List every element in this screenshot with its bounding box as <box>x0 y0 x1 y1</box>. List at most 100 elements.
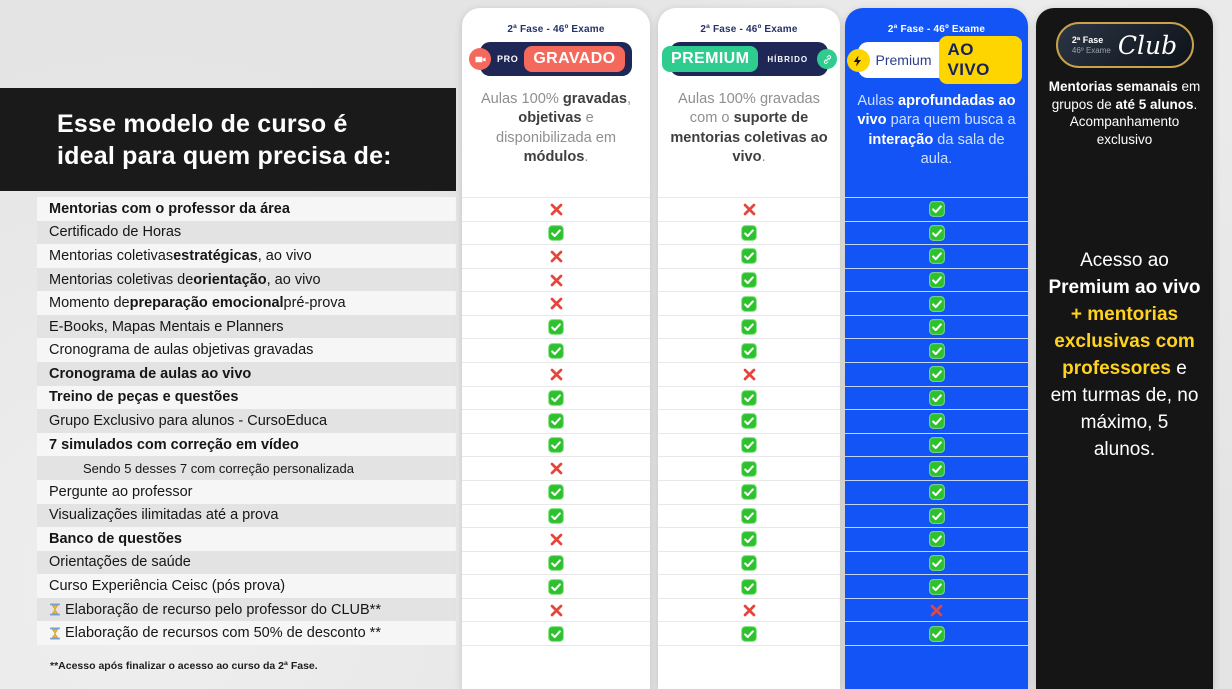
premium-title: PREMIUM <box>662 46 759 72</box>
check-mark-cell <box>845 505 1028 529</box>
check-icon <box>548 507 564 524</box>
check-icon <box>741 578 757 595</box>
gravado-pill: PRO GRAVADO <box>469 42 632 76</box>
check-icon <box>548 625 564 642</box>
cross-mark-cell <box>462 363 650 387</box>
club-script-title: Club <box>1117 30 1178 60</box>
camera-icon <box>469 48 491 70</box>
cross-icon <box>550 604 562 616</box>
footnote: **Acesso após finalizar o acesso ao curs… <box>50 660 318 672</box>
check-icon <box>928 225 945 241</box>
feature-row-label: Cronograma de aulas ao vivo <box>37 362 456 386</box>
check-icon <box>548 484 564 501</box>
check-icon <box>548 319 564 336</box>
check-mark-cell <box>845 622 1028 646</box>
check-icon <box>928 295 945 312</box>
check-icon <box>741 555 757 571</box>
check-icon <box>741 295 757 312</box>
check-mark-cell <box>658 457 840 481</box>
check-mark-cell <box>845 363 1028 387</box>
lightning-icon <box>846 49 870 72</box>
club-benefits-text: Acesso ao Premium ao vivo + mentorias ex… <box>1048 250 1201 460</box>
hourglass-icon <box>49 603 61 616</box>
check-mark-cell <box>658 552 840 576</box>
feature-labels: Mentorias com o professor da área Certifi… <box>37 197 456 645</box>
check-mark-cell <box>462 387 650 411</box>
check-mark-cell <box>658 505 840 529</box>
feature-row-label: Curso Experiência Ceisc (pós prova) <box>37 574 456 598</box>
premium-pill: PREMIUM HÍBRIDO <box>662 42 837 76</box>
check-icon <box>928 319 945 336</box>
check-icon <box>928 460 945 477</box>
check-icon <box>741 390 757 406</box>
check-mark-cell <box>845 575 1028 599</box>
feature-row-label: Pergunte ao professor <box>37 479 456 504</box>
check-mark-cell <box>658 622 840 646</box>
check-icon <box>928 507 945 524</box>
plan-card-premium-ao-vivo: 2ª Fase - 46º Exame Premium AO VIVO Aula… <box>845 8 1028 689</box>
plan-description: Aulas aprofundadas ao vivo para quem bus… <box>857 93 1016 167</box>
check-icon <box>928 390 945 406</box>
check-mark-cell <box>845 339 1028 364</box>
feature-row-label: Mentorias coletivas estratégicas, ao viv… <box>37 244 456 268</box>
check-mark-cell <box>462 552 650 576</box>
club-logo: 2ª Fase 46º Exame Club <box>1055 22 1194 68</box>
check-mark-cell <box>462 575 650 599</box>
check-icon <box>741 437 757 453</box>
gravado-logo: PRO GRAVADO <box>462 42 650 76</box>
check-icon <box>548 342 564 359</box>
hibrido-label: HÍBRIDO <box>767 54 809 64</box>
feature-row-label: Mentorias coletivas de orientação, ao vi… <box>37 267 456 292</box>
check-icon <box>928 272 945 288</box>
feature-row-label: Banco de questões <box>37 527 456 551</box>
cross-mark-cell <box>845 599 1028 623</box>
check-mark-cell <box>462 410 650 434</box>
feature-row-label: Elaboração de recursos com 50% de descon… <box>37 621 456 645</box>
title-block: Esse modelo de curso é ideal para quem p… <box>0 88 456 191</box>
check-mark-cell <box>658 316 840 340</box>
phase-label: 2ª Fase - 46º Exame <box>507 24 605 35</box>
link-icon <box>817 49 837 69</box>
cross-mark-cell <box>658 363 840 387</box>
check-mark-cell <box>845 457 1028 481</box>
cross-icon <box>550 368 562 381</box>
cross-mark-cell <box>462 269 650 293</box>
premium-label: Premium <box>875 52 932 68</box>
plan-card-premium-hibrido: 2ª Fase - 46º Exame PREMIUM HÍBRIDO Aula… <box>658 8 840 689</box>
cross-icon <box>550 297 562 310</box>
marks-column-premium-ao-vivo <box>845 197 1028 646</box>
cross-icon <box>550 462 562 475</box>
check-icon <box>741 531 757 548</box>
check-icon <box>928 248 945 265</box>
cross-mark-cell <box>658 599 840 623</box>
check-icon <box>741 272 757 288</box>
cross-icon <box>930 604 943 616</box>
check-mark-cell <box>462 622 650 646</box>
check-mark-cell <box>845 528 1028 552</box>
check-mark-cell <box>462 505 650 529</box>
plan-card-club: 2ª Fase 46º Exame Club Mentorias semanai… <box>1036 8 1213 689</box>
check-mark-cell <box>845 198 1028 222</box>
cross-icon <box>550 533 562 546</box>
plan-card-gravado: 2ª Fase - 46º Exame PRO GRAVADO Aulas 10… <box>462 8 650 689</box>
feature-row-label: Momento de preparação emocional pré-prov… <box>37 291 456 315</box>
check-icon <box>741 413 757 430</box>
check-mark-cell <box>845 222 1028 246</box>
cross-mark-cell <box>658 198 840 222</box>
cross-icon <box>550 203 562 216</box>
cross-icon <box>743 203 755 216</box>
check-mark-cell <box>658 292 840 316</box>
check-icon <box>741 342 757 359</box>
plan-description: Aulas 100% gravadas, objetivas e disponi… <box>480 91 632 165</box>
gravado-title: GRAVADO <box>524 46 625 72</box>
ao-vivo-title: AO VIVO <box>938 36 1022 84</box>
check-icon <box>548 225 564 241</box>
check-mark-cell <box>845 552 1028 576</box>
plan-description: Mentorias semanais em grupos de até 5 al… <box>1048 79 1201 147</box>
cross-icon <box>550 250 562 263</box>
check-icon <box>548 413 564 430</box>
feature-row-label: E-Books, Mapas Mentais e Planners <box>37 314 456 339</box>
feature-row-label: Cronograma de aulas objetivas gravadas <box>37 338 456 363</box>
marks-column-premium-hibrido <box>658 197 840 646</box>
premium-hibrido-logo: PREMIUM HÍBRIDO <box>658 42 840 76</box>
